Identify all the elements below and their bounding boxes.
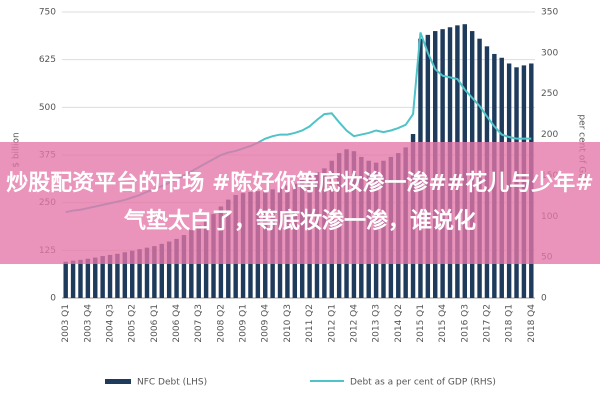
bar <box>115 253 120 298</box>
x-tick-label: 2014 Q2 <box>394 304 404 343</box>
y-tick-label: 500 <box>39 103 56 113</box>
legend-swatch <box>105 379 131 384</box>
y-tick-label: 0 <box>50 294 56 304</box>
overlay-banner: 炒股配资平台的市场 #陈好你等底妆渗一渗##花儿与少年#气垫太白了，等底妆渗一渗… <box>0 142 600 264</box>
bar <box>166 241 172 298</box>
x-tick-label: 2017 Q2 <box>482 304 492 343</box>
x-tick-label: 2012 Q4 <box>349 304 359 343</box>
x-tick-label: 2015 Q1 <box>416 304 426 343</box>
x-tick-label: 2010 Q3 <box>283 304 293 343</box>
bar <box>174 238 179 298</box>
x-tick-label: 2003 Q1 <box>61 304 71 343</box>
legend-label: Debt as a per cent of GDP (RHS) <box>350 378 496 388</box>
bar <box>78 259 83 298</box>
x-tick-label: 2018 Q1 <box>505 304 515 343</box>
x-tick-label: 2006 Q4 <box>172 304 182 343</box>
x-tick-label: 2005 Q2 <box>128 304 138 343</box>
bar <box>144 247 150 298</box>
x-tick-label: 2007 Q3 <box>194 304 204 343</box>
bar <box>181 235 187 298</box>
x-tick-label: 2004 Q3 <box>106 304 116 343</box>
x-tick-label: 2015 Q4 <box>438 304 448 343</box>
x-tick-label: 2018 Q4 <box>527 304 537 343</box>
bar <box>137 249 142 298</box>
x-tick-label: 2003 Q4 <box>83 304 93 343</box>
bar <box>93 257 98 298</box>
y2-tick-label: 0 <box>541 294 547 304</box>
legend-label: NFC Debt (LHS) <box>137 378 207 388</box>
y2-tick-label: 250 <box>541 89 558 99</box>
y-tick-label: 625 <box>39 55 56 65</box>
bar <box>122 252 128 298</box>
bar <box>70 260 76 298</box>
bar <box>159 243 164 298</box>
y2-tick-label: 300 <box>541 48 558 58</box>
bar <box>107 254 113 298</box>
x-tick-label: 2008 Q2 <box>216 304 226 343</box>
x-tick-label: 2016 Q3 <box>460 304 470 343</box>
bar <box>152 246 157 298</box>
x-tick-label: 2013 Q3 <box>372 304 382 343</box>
x-tick-label: 2011 Q2 <box>305 304 315 343</box>
y2-tick-label: 200 <box>541 130 558 140</box>
bar <box>189 230 194 298</box>
bar <box>129 250 135 298</box>
y2-tick-label: 350 <box>541 8 558 18</box>
bar <box>100 256 105 298</box>
y-tick-label: 750 <box>39 8 56 18</box>
x-tick-label: 2012 Q1 <box>327 304 337 343</box>
bar <box>85 258 91 298</box>
bar <box>63 261 68 298</box>
x-tick-label: 2006 Q1 <box>150 304 160 343</box>
x-tick-label: 2009 Q4 <box>261 304 271 343</box>
x-tick-label: 2009 Q1 <box>239 304 249 343</box>
